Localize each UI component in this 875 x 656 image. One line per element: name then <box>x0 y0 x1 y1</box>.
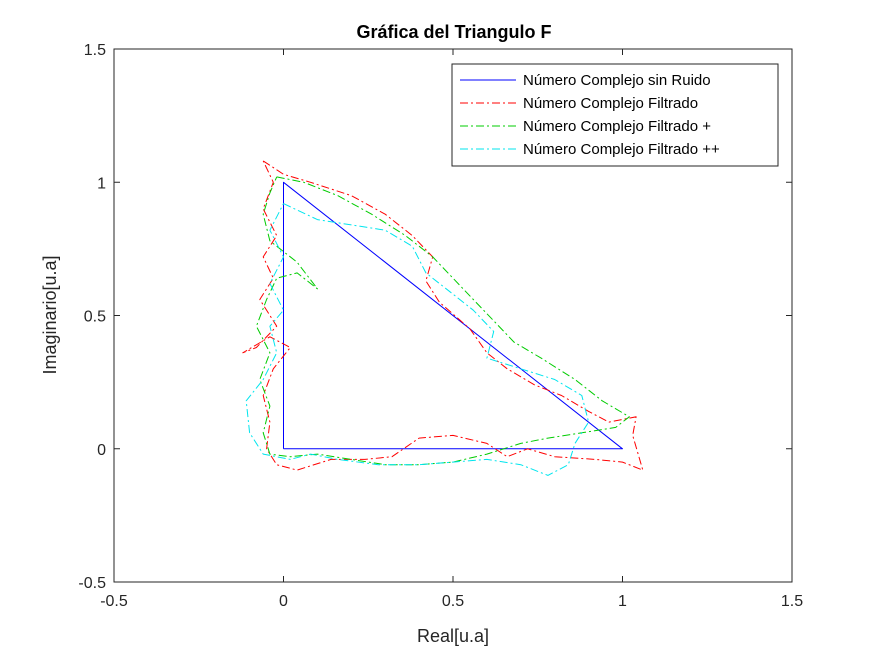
x-tick-label: 1.5 <box>781 593 803 610</box>
x-tick-label: 1 <box>618 593 627 610</box>
legend-box <box>451 63 779 167</box>
legend-entry: Número Complejo sin Ruido <box>523 72 711 89</box>
y-axis-label: Imaginario[u.a] <box>40 255 60 374</box>
legend: Número Complejo sin Ruido Número Complejo… <box>451 63 779 167</box>
y-tick-label: 1 <box>97 175 106 192</box>
series-line-2 <box>242 160 644 471</box>
y-tick-label: 1.5 <box>84 42 106 59</box>
series-line-1 <box>283 181 623 450</box>
x-tick-label: -0.5 <box>100 593 128 610</box>
chart-title: Gráfica del Triangulo F <box>356 22 551 42</box>
y-tick-label: 0 <box>97 442 106 459</box>
x-tick-label: 0 <box>279 593 288 610</box>
y-tick-label: -0.5 <box>78 575 106 592</box>
legend-entry: Número Complejo Filtrado <box>523 95 698 112</box>
legend-entry: Número Complejo Filtrado + <box>523 118 711 135</box>
plot-lines <box>242 160 644 476</box>
x-axis-label: Real[u.a] <box>417 626 489 646</box>
series-line-4 <box>245 203 590 476</box>
axis-ticks: -0.5 0 0.5 1 1.5 -0.5 0 0.5 1 1.5 <box>78 42 803 610</box>
y-tick-label: 0.5 <box>84 309 106 326</box>
x-tick-label: 0.5 <box>442 593 464 610</box>
legend-entry: Número Complejo Filtrado ++ <box>523 141 720 158</box>
